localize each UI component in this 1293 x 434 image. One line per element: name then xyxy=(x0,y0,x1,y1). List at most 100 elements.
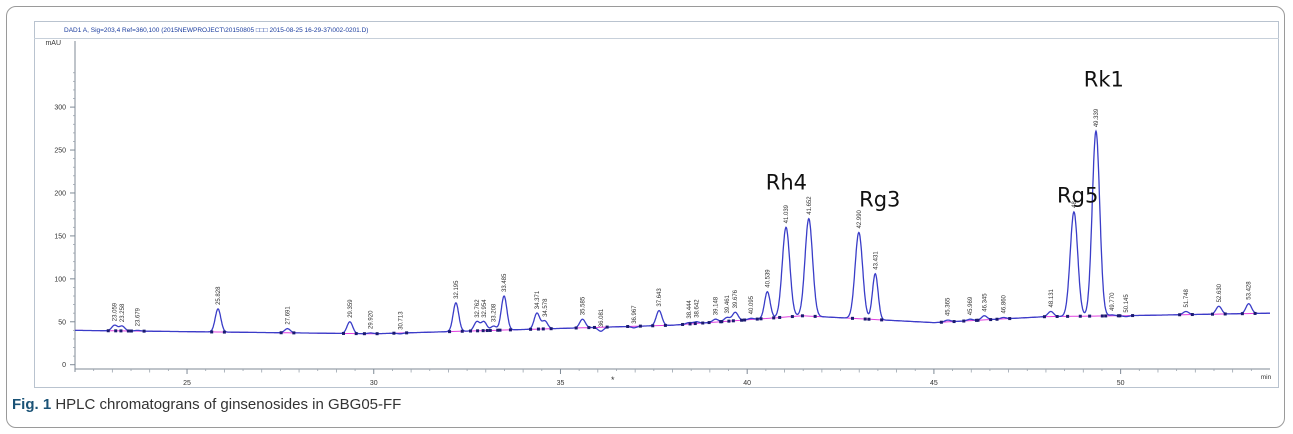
integration-marker xyxy=(1178,313,1182,317)
peak-retention-label: 39.676 xyxy=(733,289,739,308)
integration-marker xyxy=(460,329,464,333)
compound-annotation: Rk1 xyxy=(1084,67,1124,91)
integration-marker xyxy=(1253,311,1257,315)
peak-retention-label: 53.428 xyxy=(1247,281,1253,300)
peak-retention-label: 41.652 xyxy=(807,196,813,215)
peak-retention-label: 50.145 xyxy=(1124,294,1130,313)
x-axis-marker: * xyxy=(611,375,615,385)
chromatogram-header-bar xyxy=(34,22,1279,39)
peak-retention-label: 39.148 xyxy=(713,296,719,315)
integration-marker xyxy=(529,327,533,331)
peak-retention-label: 51.748 xyxy=(1184,288,1190,307)
integration-marker xyxy=(772,316,776,320)
peak-retention-label: 23.258 xyxy=(120,303,126,322)
peak-retention-label: 41.039 xyxy=(784,204,790,223)
integration-marker xyxy=(549,327,553,331)
peak-retention-label: 34.371 xyxy=(535,290,541,309)
integration-marker xyxy=(405,331,409,335)
integration-marker xyxy=(663,323,667,327)
integration-marker xyxy=(106,329,110,333)
x-tick-label: 40 xyxy=(743,380,751,387)
peak-retention-label: 49.770 xyxy=(1110,292,1116,311)
integration-marker xyxy=(681,322,685,326)
integration-marker xyxy=(1104,314,1108,318)
integration-marker xyxy=(587,326,591,330)
integration-marker xyxy=(119,329,123,333)
integration-marker xyxy=(362,332,366,336)
peak-retention-label: 40.539 xyxy=(765,269,771,288)
peak-retention-label: 43.431 xyxy=(873,251,879,270)
integration-marker xyxy=(1078,314,1082,318)
peak-retention-label: 38.642 xyxy=(694,299,700,318)
integration-marker xyxy=(536,327,540,331)
peak-retention-label: 45.969 xyxy=(968,296,974,315)
integration-marker xyxy=(976,318,980,322)
x-tick-label: 50 xyxy=(1117,380,1125,387)
y-tick-label: 250 xyxy=(54,148,66,155)
y-tick-label: 100 xyxy=(54,276,66,283)
peak-retention-label: 46.860 xyxy=(1001,294,1007,313)
integration-marker xyxy=(1088,314,1092,318)
integration-marker xyxy=(375,332,379,336)
y-tick-label: 50 xyxy=(58,319,66,326)
integration-marker xyxy=(481,329,485,333)
integration-marker xyxy=(592,325,596,329)
integration-marker xyxy=(759,317,763,321)
integration-marker xyxy=(488,328,492,332)
peak-retention-label: 32.195 xyxy=(454,280,460,299)
compound-annotation: Rg3 xyxy=(859,188,900,212)
peak-retention-label: 36.081 xyxy=(599,308,605,327)
integration-marker xyxy=(867,317,871,321)
integration-marker xyxy=(292,331,296,335)
integration-marker xyxy=(1118,314,1122,318)
x-tick-label: 45 xyxy=(930,380,938,387)
integration-marker xyxy=(1008,317,1012,321)
peak-retention-label: 40.095 xyxy=(749,295,755,314)
integration-marker xyxy=(114,329,118,333)
integration-marker xyxy=(541,327,545,331)
integration-marker xyxy=(354,332,358,336)
y-tick-label: 300 xyxy=(54,105,66,112)
integration-marker xyxy=(995,317,999,321)
figure-label: Fig. 1 xyxy=(12,396,52,413)
integration-marker xyxy=(498,328,502,332)
peak-retention-label: 38.444 xyxy=(687,300,693,319)
integration-marker xyxy=(755,317,759,321)
integration-marker xyxy=(962,319,966,323)
integration-marker xyxy=(1066,314,1070,318)
integration-marker xyxy=(129,329,133,333)
peak-retention-label: 23.059 xyxy=(113,302,119,321)
signal-trace xyxy=(75,129,1270,335)
peak-retention-label: 52.630 xyxy=(1217,283,1223,302)
peak-retention-label: 33.208 xyxy=(492,303,498,322)
integration-marker xyxy=(1190,313,1194,317)
peak-retention-label: 34.578 xyxy=(543,298,549,317)
integration-marker xyxy=(392,331,396,335)
integration-marker xyxy=(850,316,854,320)
integration-marker xyxy=(731,319,735,323)
peak-retention-label: 25.828 xyxy=(216,286,222,305)
chart-title: DAD1 A, Sig=203,4 Ref=360,100 (2015NEWPR… xyxy=(64,27,369,34)
integration-marker xyxy=(778,315,782,319)
integration-marker xyxy=(688,322,692,326)
peak-retention-label: 32.762 xyxy=(475,299,481,318)
peak-retention-label: 30.713 xyxy=(398,311,404,330)
integration-marker xyxy=(1042,315,1046,319)
integration-marker xyxy=(448,330,452,334)
x-tick-label: 30 xyxy=(370,380,378,387)
y-tick-label: 150 xyxy=(54,233,66,240)
peak-retention-label: 29.359 xyxy=(348,299,354,318)
figure-caption: Fig. 1 HPLC chromatograns of ginsenoside… xyxy=(12,396,401,413)
x-tick-label: 35 xyxy=(557,380,565,387)
integration-marker xyxy=(126,329,130,333)
integration-marker xyxy=(279,331,283,335)
integration-marker xyxy=(939,320,943,324)
integration-marker xyxy=(743,318,747,322)
integration-marker xyxy=(790,315,794,319)
integration-marker xyxy=(1100,314,1104,318)
x-tick-label: 25 xyxy=(183,380,191,387)
integration-marker xyxy=(222,330,226,334)
peak-retention-label: 37.643 xyxy=(657,288,663,307)
peak-retention-label: 48.131 xyxy=(1049,288,1055,307)
